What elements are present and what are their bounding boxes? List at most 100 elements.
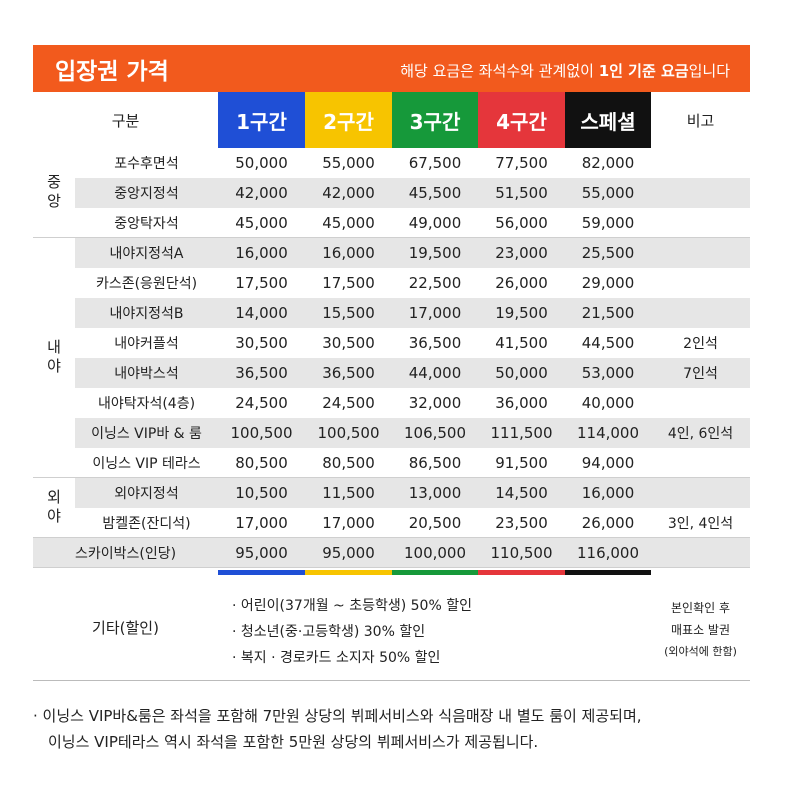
price: 94,000 — [581, 454, 635, 472]
price: 42,000 — [322, 184, 375, 202]
price: 16,000 — [322, 244, 375, 262]
price: 50,000 — [235, 154, 288, 172]
note-text: 입니다 — [688, 62, 730, 80]
price: 45,500 — [408, 184, 462, 202]
price: 17,000 — [322, 514, 375, 532]
price: 44,000 — [408, 364, 462, 382]
group-divider — [33, 237, 750, 238]
seat-name: 포수후면석 — [114, 156, 179, 172]
row-bg — [75, 178, 750, 208]
seat-name: 내야커플석 — [114, 336, 179, 352]
price: 95,000 — [322, 544, 375, 562]
row-bg — [33, 538, 750, 568]
row-bg — [75, 478, 750, 508]
seat-name: 중앙탁자석 — [114, 216, 179, 232]
seat-name: 내야탁자석(4층) — [97, 396, 196, 412]
group-divider — [33, 477, 750, 478]
price: 42,000 — [235, 184, 288, 202]
zone-band — [218, 570, 305, 575]
price: 26,000 — [495, 274, 548, 292]
other-remark: 매표소 발권 — [670, 622, 730, 637]
price: 36,500 — [235, 364, 288, 382]
other-label: 기타(할인) — [92, 619, 159, 637]
price: 24,500 — [235, 394, 288, 412]
price: 67,500 — [408, 154, 462, 172]
price: 36,000 — [495, 394, 548, 412]
discount-item: · 어린이(37개월 ~ 초등학생) 50% 할인 — [232, 598, 472, 614]
price: 45,000 — [235, 214, 288, 232]
zone-header: 스페셜 — [565, 92, 651, 148]
price: 55,000 — [322, 154, 375, 172]
price: 19,500 — [408, 244, 462, 262]
column-header: 구분 — [111, 111, 140, 130]
price: 16,000 — [581, 484, 635, 502]
price: 17,000 — [235, 514, 288, 532]
price: 100,500 — [230, 424, 293, 442]
price: 20,500 — [408, 514, 462, 532]
header-note: 해당 요금은 좌석수와 관계없이 1인 기준 요금입니다 — [400, 60, 730, 81]
price: 15,500 — [322, 304, 375, 322]
seat-name: 카스존(응원단석) — [95, 276, 198, 292]
price: 36,500 — [408, 334, 462, 352]
zone-band — [392, 570, 478, 575]
price: 32,000 — [408, 394, 462, 412]
row-bg — [75, 418, 750, 448]
price: 55,000 — [581, 184, 635, 202]
price: 77,500 — [495, 154, 548, 172]
price: 30,500 — [322, 334, 375, 352]
price: 23,500 — [495, 514, 548, 532]
remark: 3인, 4인석 — [667, 516, 734, 532]
price: 41,500 — [495, 334, 548, 352]
price: 100,500 — [317, 424, 380, 442]
discount-item: · 복지 · 경로카드 소지자 50% 할인 — [232, 650, 441, 666]
price: 14,500 — [495, 484, 548, 502]
price: 45,000 — [322, 214, 375, 232]
zone-header: 4구간 — [478, 92, 565, 148]
price: 116,000 — [576, 544, 640, 562]
zone-band — [305, 570, 392, 575]
price: 44,500 — [581, 334, 635, 352]
price: 51,500 — [495, 184, 548, 202]
zone-header: 1구간 — [218, 92, 305, 148]
price: 17,500 — [235, 274, 288, 292]
zone-header: 2구간 — [305, 92, 392, 148]
row-bg — [75, 238, 750, 268]
remark: 2인석 — [683, 336, 718, 352]
price: 86,500 — [408, 454, 462, 472]
price: 29,000 — [581, 274, 635, 292]
group-divider — [33, 567, 750, 568]
price: 53,000 — [581, 364, 635, 382]
price: 80,500 — [235, 454, 288, 472]
seat-name: 이닝스 VIP바 & 룸 — [91, 426, 202, 442]
price: 100,000 — [403, 544, 467, 562]
price: 21,500 — [581, 304, 635, 322]
price: 50,000 — [495, 364, 548, 382]
price: 25,500 — [581, 244, 635, 262]
price: 30,500 — [235, 334, 288, 352]
price: 23,000 — [495, 244, 548, 262]
price: 10,500 — [235, 484, 288, 502]
price: 24,500 — [322, 394, 375, 412]
price: 17,000 — [408, 304, 462, 322]
price: 14,000 — [235, 304, 288, 322]
seat-name: 스카이박스(인당) — [74, 546, 177, 562]
row-bg — [75, 298, 750, 328]
group-label: 내야 — [44, 339, 63, 377]
price: 111,500 — [490, 424, 553, 442]
other-remark: (외야석에 한함) — [664, 645, 737, 658]
price: 36,500 — [322, 364, 375, 382]
seat-name: 내야지정석A — [109, 246, 184, 262]
price: 91,500 — [495, 454, 548, 472]
seat-name: 내야지정석B — [109, 306, 184, 322]
price: 13,000 — [408, 484, 462, 502]
price: 19,500 — [495, 304, 548, 322]
price: 49,000 — [408, 214, 462, 232]
price: 17,500 — [322, 274, 375, 292]
price: 80,500 — [322, 454, 375, 472]
discount-item: · 청소년(중·고등학생) 30% 할인 — [232, 624, 426, 640]
group-divider — [33, 537, 750, 538]
remark: 4인, 6인석 — [667, 426, 734, 442]
price: 110,500 — [490, 544, 553, 562]
note-text: 해당 요금은 좌석수와 관계없이 — [400, 62, 599, 80]
